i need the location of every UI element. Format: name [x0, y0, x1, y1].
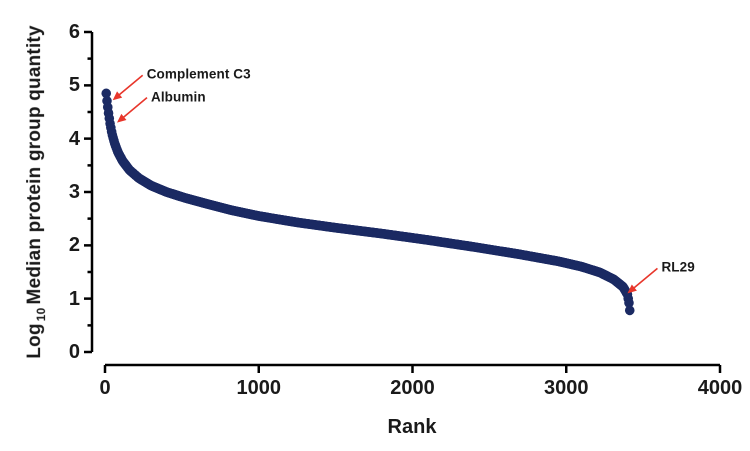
y-tick-label: 2	[68, 234, 80, 257]
x-tick-label: 1000	[236, 377, 282, 399]
x-tick-label: 3000	[544, 377, 589, 399]
x-axis-title: Rank	[387, 416, 437, 438]
x-tick-label: 0	[99, 377, 111, 399]
annotation-label-complement-c3: Complement C3	[146, 66, 251, 82]
y-tick-label: 1	[68, 287, 80, 310]
annotation-label-albumin: Albumin	[150, 89, 206, 105]
x-tick-label: 2000	[390, 377, 435, 399]
x-tick-label: 4000	[697, 377, 743, 399]
y-tick-label: 0	[68, 341, 80, 363]
y-tick-label: 6	[68, 21, 80, 43]
y-tick-label: 5	[68, 74, 80, 97]
y-tick-label: 4	[68, 127, 80, 150]
y-axis-title-rest: Median protein group quantity	[24, 25, 46, 305]
y-tick-label: 3	[68, 181, 80, 203]
annotation-label-rl29: RL29	[661, 259, 695, 275]
